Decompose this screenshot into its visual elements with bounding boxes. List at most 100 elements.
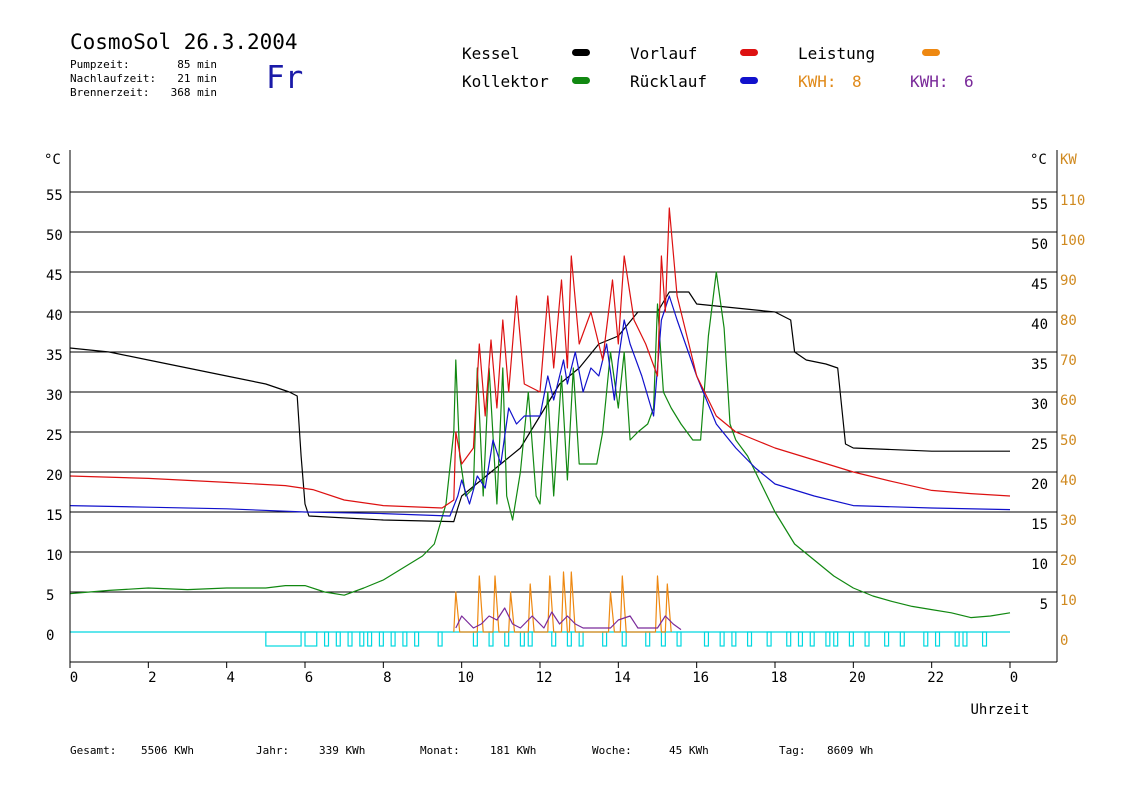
burner-segment <box>676 631 682 647</box>
legend-kessel-swatch <box>572 49 590 56</box>
x-tick-label: 8 <box>383 670 391 686</box>
chart-axes <box>69 150 1058 668</box>
y-tick-label-right-kw: 60 <box>1060 393 1077 409</box>
footer-gesamt-value: 5506 KWh <box>141 744 194 757</box>
y-tick-label-right-c: 55 <box>1031 197 1048 213</box>
burner-segment <box>746 631 753 647</box>
burner-segment <box>719 631 725 647</box>
burner-segment <box>703 631 710 647</box>
burner-segment <box>519 631 525 647</box>
weekday-label: Fr <box>266 60 304 96</box>
y-tick-label-right-kw: 100 <box>1060 233 1085 249</box>
footer-monat-label: Monat: <box>420 744 460 757</box>
burner-segment <box>414 631 420 647</box>
chart-tick-labels: 0 2 4 6 8 10 12 14 16 18 20 22 0 Uhrzeit 0 5 10 15 20 25 30 3… <box>44 152 1085 718</box>
page-title: CosmoSol 26.3.2004 <box>70 30 298 54</box>
y-tick-label-right-c: 25 <box>1031 437 1048 453</box>
burner-segment <box>934 631 941 647</box>
burner-segment <box>378 631 384 647</box>
y-tick-label-right-c: 30 <box>1031 397 1048 413</box>
burner-segment <box>390 631 396 647</box>
x-tick-label: 12 <box>536 670 553 686</box>
burner-segment <box>578 631 584 647</box>
legend-leistung-swatch <box>922 49 940 56</box>
x-tick-label: 20 <box>849 670 866 686</box>
burner-segment <box>323 631 330 647</box>
stat-pumpzeit-value: 85 min <box>177 58 217 71</box>
y-tick-label-right-kw: 110 <box>1060 193 1085 209</box>
series-line-vorlauf <box>69 207 1011 509</box>
burner-segment <box>848 631 854 647</box>
legend-kwh2-value: 6 <box>964 72 974 91</box>
burner-segment <box>335 631 341 647</box>
y-tick-label-right-c: 20 <box>1031 477 1048 493</box>
burner-segment <box>797 631 804 647</box>
y-tick-label-left: 20 <box>46 468 63 484</box>
burner-segment <box>265 631 302 647</box>
burner-segment <box>488 631 494 647</box>
burner-segment <box>766 631 772 647</box>
stat-pumpzeit-label: Pumpzeit: <box>70 58 130 71</box>
y-tick-label-right-kw: 20 <box>1060 553 1077 569</box>
burner-segment <box>923 631 929 647</box>
burner-segment <box>809 631 815 647</box>
y-tick-label-left: 0 <box>46 628 54 644</box>
legend-ruecklauf-label: Rücklauf <box>630 72 708 91</box>
legend-ruecklauf-swatch <box>740 77 758 84</box>
x-tick-label: 0 <box>1010 670 1018 686</box>
y-axis-label-left: °C <box>44 152 61 168</box>
y-tick-label-left: 40 <box>46 308 63 324</box>
burner-segment <box>359 631 365 647</box>
x-tick-label: 6 <box>305 670 313 686</box>
burner-segment <box>304 631 318 647</box>
x-tick-label: 16 <box>692 670 709 686</box>
footer-woche-value: 45 KWh <box>669 744 709 757</box>
burner-segment <box>884 631 890 647</box>
burner-segment <box>566 631 572 647</box>
burner-segment <box>981 631 988 647</box>
y-tick-label-right-kw: 70 <box>1060 353 1077 369</box>
y-tick-label-right-c: 50 <box>1031 237 1048 253</box>
legend-kwh2-label: KWH: <box>910 72 949 91</box>
y-tick-label-left: 10 <box>46 548 63 564</box>
footer-jahr-value: 339 KWh <box>319 744 366 757</box>
legend-kwh1-label: KWH: <box>798 72 837 91</box>
burner-segment <box>833 631 839 647</box>
series-line-leistung <box>453 571 672 633</box>
x-tick-label: 10 <box>457 670 474 686</box>
stat-nachlaufzeit-label: Nachlaufzeit: <box>70 72 157 85</box>
y-tick-label-right-c: 40 <box>1031 317 1048 333</box>
y-tick-label-right-c: 45 <box>1031 277 1048 293</box>
y-tick-label-left: 35 <box>46 348 63 364</box>
burner-segment <box>527 631 533 647</box>
series-line-kollektor <box>69 271 1011 619</box>
y-tick-label-left: 5 <box>46 588 54 604</box>
legend-vorlauf-swatch <box>740 49 758 56</box>
burner-segment <box>825 631 831 647</box>
burner-segment <box>504 631 510 647</box>
burner-segment <box>437 631 443 647</box>
y-tick-label-left: 50 <box>46 228 63 244</box>
legend-vorlauf-label: Vorlauf <box>630 44 698 63</box>
x-tick-label: 4 <box>226 670 234 686</box>
y-tick-label-right-kw: 50 <box>1060 433 1077 449</box>
y-tick-label-left: 15 <box>46 508 63 524</box>
y-tick-label-right-c: 5 <box>1040 597 1048 613</box>
stat-brennerzeit-label: Brennerzeit: <box>70 86 150 99</box>
y-tick-label-right-kw: 90 <box>1060 273 1077 289</box>
burner-segment <box>864 631 870 647</box>
y-tick-label-right-c: 15 <box>1031 517 1048 533</box>
x-tick-label: 2 <box>148 670 156 686</box>
x-tick-label: 0 <box>70 670 78 686</box>
x-tick-label: 22 <box>927 670 944 686</box>
footer-gesamt-label: Gesamt: <box>70 744 117 757</box>
y-tick-label-right-kw: 80 <box>1060 313 1077 329</box>
legend-kwh1-value: 8 <box>852 72 862 91</box>
burner-segment <box>402 631 408 647</box>
burner-bar <box>265 631 988 647</box>
burner-segment <box>367 631 373 647</box>
y-tick-label-left: 55 <box>46 188 63 204</box>
y-tick-label-right-c: 10 <box>1031 557 1048 573</box>
y-tick-label-right-kw: 10 <box>1060 593 1077 609</box>
